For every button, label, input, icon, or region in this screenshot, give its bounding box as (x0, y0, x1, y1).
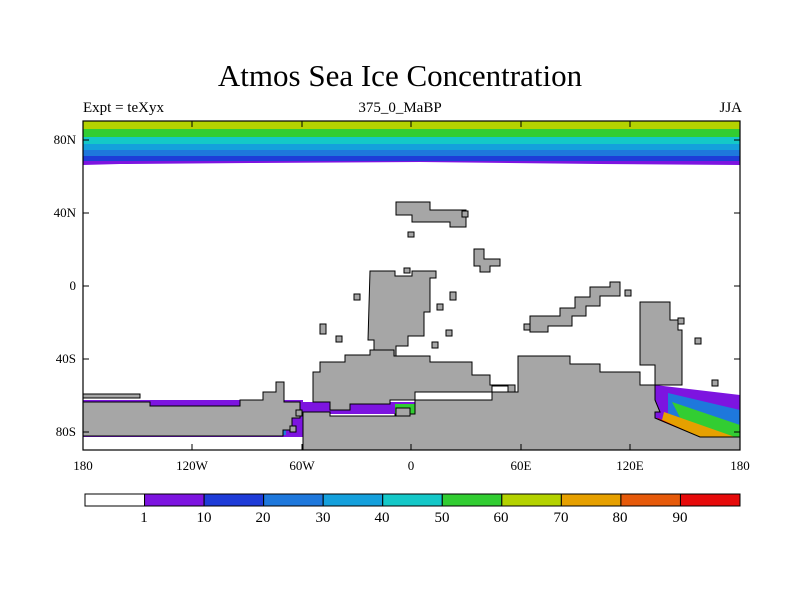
colorbar-label-50: 50 (434, 510, 450, 526)
land-central (367, 270, 437, 357)
land-east-strip (529, 281, 621, 333)
colorbar (84, 493, 741, 507)
period-label: 375_0_MaBP (358, 100, 442, 116)
x-tick-60e: 60E (510, 458, 532, 473)
x-tick-60w: 60W (289, 458, 315, 473)
colorbar-label-60: 60 (493, 510, 509, 526)
x-tick-120e: 120E (616, 458, 644, 473)
colorbar-swatch-0 (84, 493, 146, 507)
colorbar-swatch-2 (203, 493, 265, 507)
land-antarctic-west (82, 381, 301, 437)
x-tick-0: 0 (407, 458, 415, 473)
small-islands (289, 210, 719, 433)
arctic-ice (83, 121, 740, 165)
colorbar-swatch-1 (144, 493, 205, 507)
y-tick-80s: 80S (55, 424, 76, 439)
land-sliver (82, 393, 141, 399)
land-east-block (639, 301, 683, 386)
colorbar-swatch-9 (620, 493, 681, 507)
map-title: Atmos Sea Ice Concentration (217, 58, 583, 93)
land-north (395, 201, 467, 228)
y-tick-40s: 40S (55, 351, 76, 366)
x-tick-120w: 120W (176, 458, 208, 473)
colorbar-label-80: 80 (612, 510, 628, 526)
colorbar-label-10: 10 (196, 510, 212, 526)
y-tick-40n: 40N (53, 205, 76, 220)
colorbar-swatch-6 (441, 493, 503, 507)
land (82, 201, 741, 451)
y-tick-0: 0 (69, 278, 77, 293)
season-label: JJA (719, 100, 742, 116)
colorbar-swatch-8 (560, 493, 622, 507)
y-tick-80n: 80N (53, 132, 76, 147)
axis-ticks (82, 121, 741, 450)
x-tick-180w: 180 (73, 458, 93, 473)
colorbar-swatch-5 (382, 493, 443, 507)
colorbar-label-90: 90 (672, 510, 688, 526)
colorbar-label-1: 1 (140, 510, 148, 526)
x-tick-180e: 180 (730, 458, 750, 473)
land-islet-b (395, 407, 411, 417)
experiment-label: Expt = teXyx (83, 100, 164, 116)
colorbar-swatch-4 (322, 493, 384, 507)
colorbar-swatch-7 (501, 493, 562, 507)
land-island-a (473, 248, 501, 273)
colorbar-swatch-3 (263, 493, 324, 507)
colorbar-swatch-10 (679, 493, 741, 507)
colorbar-label-40: 40 (374, 510, 390, 526)
colorbar-label-20: 20 (255, 510, 271, 526)
colorbar-label-30: 30 (315, 510, 331, 526)
colorbar-label-70: 70 (553, 510, 569, 526)
